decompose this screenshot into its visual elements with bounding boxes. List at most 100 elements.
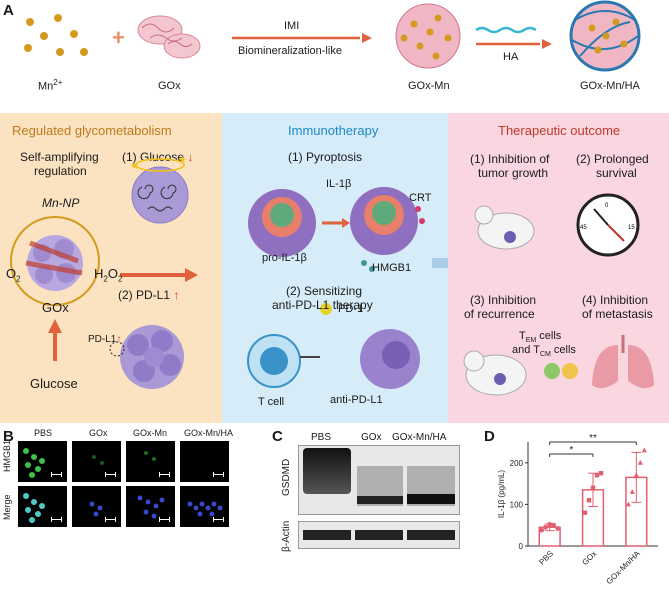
pyroptotic-cell-after-icon <box>350 187 425 272</box>
tem-cell-icon <box>544 363 560 379</box>
compass-label-15: 15 <box>628 225 635 231</box>
micrograph-merge-pbs <box>18 486 67 527</box>
gox-mn-ha-particle <box>569 0 641 72</box>
panel-c-col-gox: GOx <box>361 432 382 443</box>
mn-np-label: Mn-NP <box>42 196 80 210</box>
panel-d-letter: D <box>484 428 495 445</box>
regulation-label: regulation <box>34 164 87 178</box>
y-tick-label: 200 <box>510 459 524 468</box>
lungs-icon <box>592 335 654 389</box>
arrow-label-biomineralization: Biomineralization-like <box>238 45 342 57</box>
hmgb1-label: HMGB1 <box>372 262 412 274</box>
micrograph-merge-gox-mn-ha <box>180 486 229 527</box>
gox-protein <box>137 15 201 59</box>
data-point <box>551 522 557 528</box>
anti-pdl1-therapy-label: anti-PD-L1 therapy <box>272 298 373 312</box>
western-blot-gsdmd <box>298 445 460 515</box>
h2o2-label: H2O2 <box>94 266 123 284</box>
data-point <box>598 471 604 476</box>
panel-b-col-gox-mn-ha: GOx-Mn/HA <box>184 428 234 438</box>
panel-b-letter: B <box>3 428 14 445</box>
data-point <box>539 527 545 533</box>
pdl1-tumor-cluster-icon <box>120 325 184 389</box>
il1b-label: IL-1β <box>326 178 352 190</box>
pdl1-up-label: (2) PD-L1 ↑ <box>118 288 180 302</box>
tcm-cell-icon <box>562 363 578 379</box>
mn-np-cluster-icon <box>25 235 83 291</box>
significance-label: * <box>569 445 573 456</box>
data-point <box>543 524 549 530</box>
panel-c-row-actin: β-Actin <box>281 520 292 552</box>
outcome-1-line1: (1) Inhibition of <box>470 152 550 166</box>
micrograph-hmgb1-gox <box>72 441 121 482</box>
panel-b-col-pbs: PBS <box>34 428 53 438</box>
pyroptotic-cell-before-icon <box>248 189 316 257</box>
outcome-4-line1: (4) Inhibition <box>582 293 649 307</box>
outcome-4-line2: of metastasis <box>582 307 653 321</box>
x-tick-label: PBS <box>537 549 555 567</box>
data-point <box>641 447 647 453</box>
gox-cycle-label: GOx <box>42 300 69 315</box>
panel-b-row-hmgb1: HMGB1 <box>2 439 12 472</box>
dizzy-tumor-cell-icon: ★ ★ <box>130 155 189 224</box>
outcome-2-line1: (2) Prolonged <box>576 152 649 166</box>
panel-c-col-gox-mn-ha: GOx-Mn/HA <box>392 432 447 443</box>
micrograph-merge-gox <box>72 486 121 527</box>
panel-c-col-pbs: PBS <box>311 432 332 443</box>
gox-mn-ha-label: GOx-Mn/HA <box>580 80 640 92</box>
pdl1-marker-label: PD-L1↑ <box>88 334 122 345</box>
western-blot-actin <box>298 521 460 549</box>
panel-c-row-gsdmd: GSDMD <box>281 458 292 496</box>
data-point <box>625 501 631 507</box>
data-point <box>629 489 635 494</box>
y-axis-label: IL-1β (pg/mL) <box>497 470 506 519</box>
tcm-cells-label: and TCM cells <box>512 344 576 359</box>
data-point <box>590 485 596 490</box>
micrograph-hmgb1-gox-mn <box>126 441 175 482</box>
mn-ions <box>24 14 88 56</box>
outcome-3-line2: of recurrence <box>464 307 535 321</box>
gox-mn-particle <box>395 3 461 69</box>
panel-b-col-gox: GOx <box>89 428 108 438</box>
arrow-label-imi: IMI <box>284 20 300 32</box>
data-point <box>637 460 643 465</box>
svg-text:★: ★ <box>178 155 187 166</box>
gox-label: GOx <box>158 80 181 92</box>
ha-strand-icon <box>475 26 537 34</box>
compass-clock-icon: 0 15 45 <box>576 193 640 257</box>
tumor-cell-icon <box>360 329 420 389</box>
outcome-2-line2: survival <box>596 166 637 180</box>
immunotherapy-illustration <box>247 187 448 389</box>
micrograph-hmgb1-pbs <box>18 441 67 482</box>
svg-text:★: ★ <box>130 161 139 172</box>
compass-label-0: 0 <box>605 203 609 209</box>
panel-a-letter: A <box>3 2 14 19</box>
outcome-1-line2: tumor growth <box>478 166 549 180</box>
t-cell-icon <box>247 334 301 388</box>
self-amplifying-label: Self-amplifying <box>20 150 99 164</box>
outcome-3-line1: (3) Inhibition <box>470 293 537 307</box>
anti-pdl1-label: anti-PD-L1 <box>330 394 383 406</box>
significance-label: ** <box>589 433 597 444</box>
o2-label: O2 <box>6 266 21 284</box>
panel-c-letter: C <box>272 428 283 445</box>
pro-il1b-label: pro-IL-1β <box>262 252 307 264</box>
data-point <box>555 526 561 531</box>
t-cell-label: T cell <box>258 396 285 408</box>
ha-label: HA <box>503 51 519 63</box>
section-title-outcome: Therapeutic outcome <box>498 123 621 138</box>
panel-b-col-gox-mn: GOx-Mn <box>133 428 168 438</box>
micrograph-merge-gox-mn <box>126 486 175 527</box>
data-point <box>547 521 553 527</box>
data-point <box>633 472 639 478</box>
data-point <box>582 510 588 515</box>
data-point <box>586 498 592 503</box>
data-point <box>594 473 600 478</box>
section-title-immunotherapy: Immunotherapy <box>288 123 379 138</box>
sensitizing-label: (2) Sensitizing <box>286 284 363 298</box>
crt-label: CRT <box>409 192 432 204</box>
y-tick-label: 0 <box>519 542 524 551</box>
outcome-illustration: 0 15 45 <box>463 193 654 396</box>
glycometabolism-illustration: ★ ★ <box>10 155 198 389</box>
x-tick-label: GOx <box>580 549 598 567</box>
